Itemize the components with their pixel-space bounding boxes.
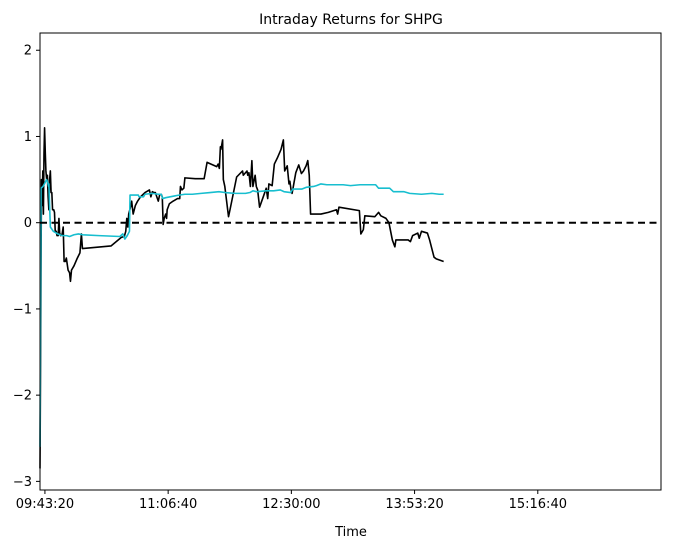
series-line-average	[39, 178, 444, 447]
y-axis: 2 1 0 −1 −2 −3	[13, 44, 40, 490]
x-tick-label: 15:16:40	[509, 497, 567, 512]
y-tick-label: 0	[24, 216, 32, 231]
plot-area	[39, 32, 662, 491]
chart-title: Intraday Returns for SHPG	[259, 12, 443, 28]
plot-frame	[39, 32, 662, 491]
series-line-returns	[39, 127, 444, 469]
x-tick-label: 12:30:00	[262, 497, 320, 512]
x-tick-label: 13:53:20	[385, 497, 443, 512]
y-tick-label: −1	[13, 302, 32, 317]
y-tick-label: 1	[24, 130, 32, 145]
x-tick-label: 11:06:40	[139, 497, 197, 512]
x-axis: 09:43:20 11:06:40 12:30:00 13:53:20 15:16:40	[16, 490, 567, 512]
y-tick-label: −3	[13, 475, 32, 490]
series-layer	[39, 127, 444, 469]
y-tick-label: 2	[24, 44, 32, 59]
y-tick-label: −2	[13, 389, 32, 404]
x-axis-label: Time	[334, 525, 367, 540]
x-tick-label: 09:43:20	[16, 497, 74, 512]
